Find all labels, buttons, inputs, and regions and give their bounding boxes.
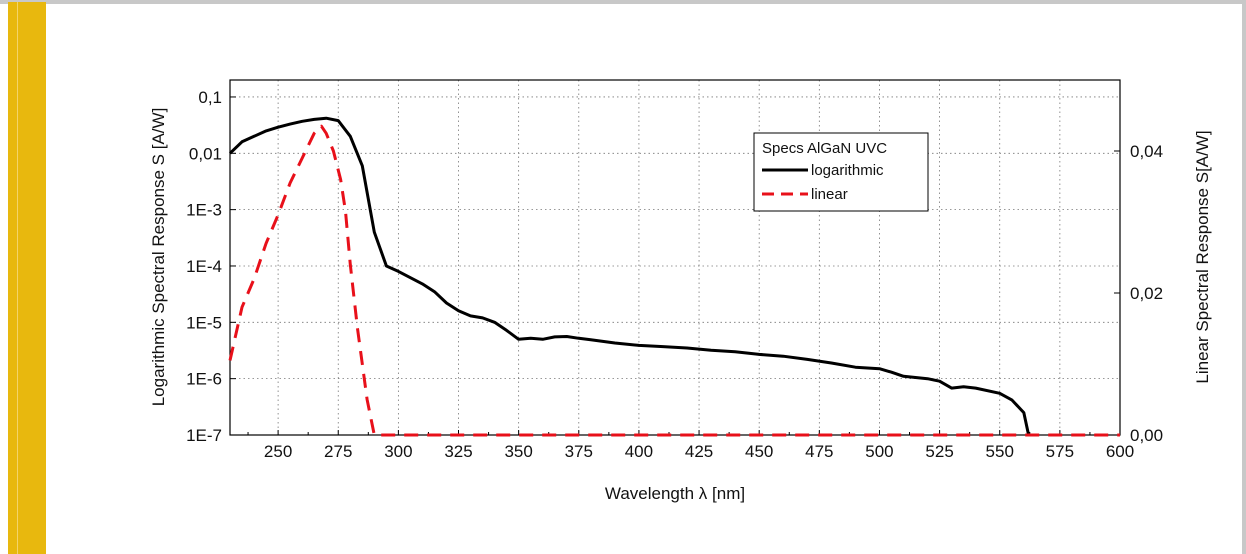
y-left-tick-label: 0,1 bbox=[198, 88, 222, 107]
plot-area-frame bbox=[229, 79, 1121, 436]
legend: Specs AlGaN UVC logarithmic linear bbox=[753, 132, 929, 212]
y-axis-left-title: Logarithmic Spectral Response S [A/W] bbox=[149, 108, 168, 407]
y-right-tick-label: 0,02 bbox=[1130, 284, 1163, 303]
legend-label-logarithmic: logarithmic bbox=[811, 162, 884, 179]
y-right-tick-label: 0,00 bbox=[1130, 426, 1163, 445]
legend-box bbox=[753, 132, 929, 212]
y-left-tick-label: 1E-6 bbox=[186, 370, 222, 389]
y-left-tick-label: 1E-5 bbox=[186, 313, 222, 332]
x-tick-label: 350 bbox=[504, 442, 532, 461]
y-left-tick-label: 1E-4 bbox=[186, 257, 222, 276]
x-tick-label: 500 bbox=[865, 442, 893, 461]
grid bbox=[230, 80, 1120, 435]
top-border bbox=[0, 0, 1246, 4]
x-tick-label: 275 bbox=[324, 442, 352, 461]
series-line-logarithmic bbox=[228, 116, 1031, 436]
x-tick-label: 475 bbox=[805, 442, 833, 461]
series-line-linear bbox=[228, 124, 1120, 437]
x-tick-label: 550 bbox=[986, 442, 1014, 461]
x-tick-label: 250 bbox=[264, 442, 292, 461]
x-tick-label: 425 bbox=[685, 442, 713, 461]
x-axis-title: Wavelength λ [nm] bbox=[605, 484, 745, 503]
legend-label-linear: linear bbox=[811, 186, 848, 203]
x-tick-label: 575 bbox=[1046, 442, 1074, 461]
y-left-tick-label: 1E-3 bbox=[186, 201, 222, 220]
x-tick-label: 400 bbox=[625, 442, 653, 461]
x-tick-label: 300 bbox=[384, 442, 412, 461]
x-tick-label: 325 bbox=[444, 442, 472, 461]
x-tick-label: 450 bbox=[745, 442, 773, 461]
x-tick-label: 375 bbox=[565, 442, 593, 461]
accent-bar bbox=[8, 2, 46, 554]
x-tick-label: 600 bbox=[1106, 442, 1134, 461]
legend-title: Specs AlGaN UVC bbox=[762, 140, 887, 157]
y-right-tick-label: 0,04 bbox=[1130, 142, 1163, 161]
x-tick-label: 525 bbox=[925, 442, 953, 461]
accent-line bbox=[17, 2, 18, 554]
y-left-tick-label: 0,01 bbox=[189, 144, 222, 163]
data-series bbox=[228, 116, 1120, 437]
axis-ticks: 250 275 300 325 350 375 400 425 450 475 500 525 550 5… bbox=[186, 88, 1163, 461]
right-border bbox=[1242, 0, 1246, 554]
y-left-tick-label: 1E-7 bbox=[186, 426, 222, 445]
y-axis-right-title: Linear Spectral Response S[A/W] bbox=[1193, 130, 1212, 383]
